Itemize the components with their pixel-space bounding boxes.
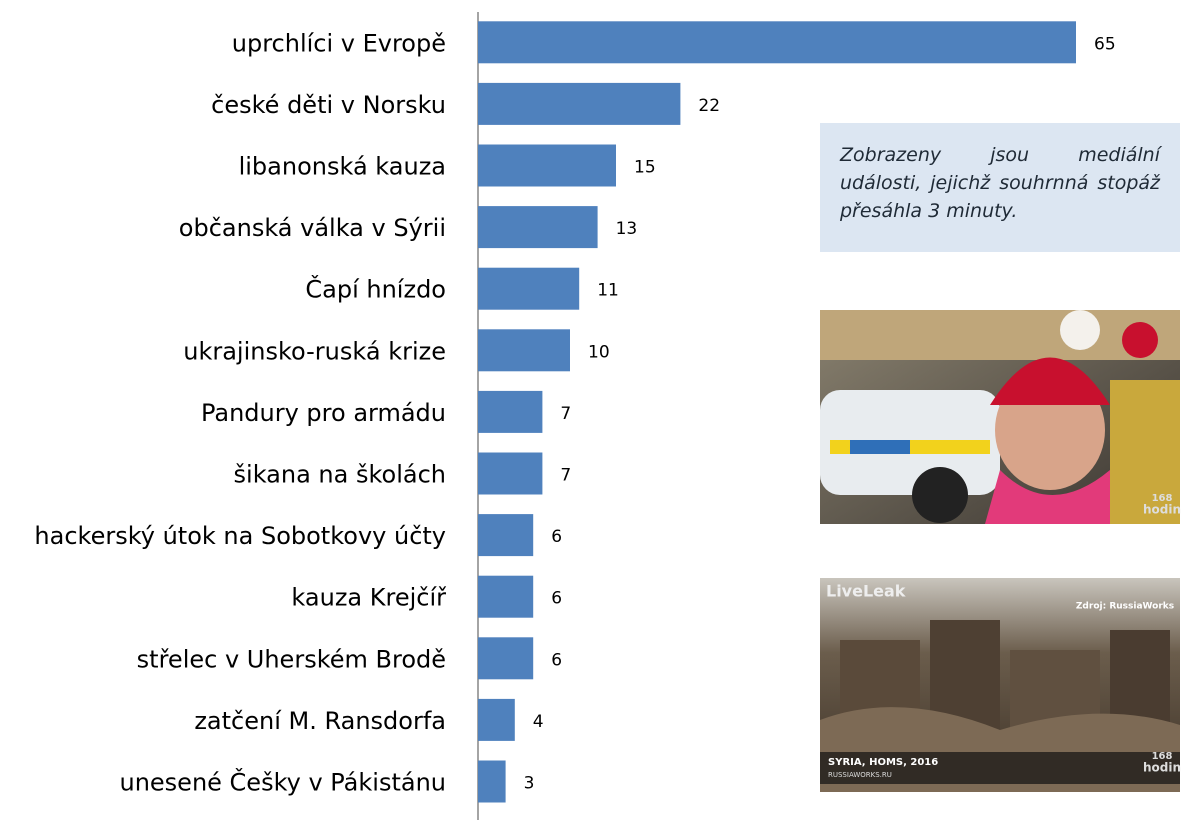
bar: [478, 760, 506, 803]
value-label: 15: [634, 158, 656, 178]
value-label: 6: [551, 527, 562, 547]
bar: [478, 21, 1076, 64]
category-label: Čapí hnízdo: [305, 274, 446, 304]
bar: [478, 144, 616, 187]
bar: [478, 82, 681, 125]
value-label: 6: [551, 589, 562, 609]
bar: [478, 329, 570, 372]
photo-text: 168: [1152, 751, 1173, 762]
bar: [478, 637, 534, 680]
value-label: 4: [533, 712, 544, 732]
photo-text: SYRIA, HOMS, 2016: [828, 757, 938, 768]
category-label: hackerský útok na Sobotkovy účty: [34, 522, 446, 550]
value-label: 7: [560, 466, 571, 486]
category-label: ukrajinsko-ruská krize: [183, 337, 446, 365]
photo-text: hodin: [1143, 761, 1181, 775]
photo-text: Zdroj: RussiaWorks: [1076, 602, 1174, 612]
category-label: Pandury pro armádu: [201, 399, 446, 427]
photo-text: hodin: [1143, 503, 1181, 517]
note: Zobrazeny jsou mediální události, jejich…: [820, 123, 1180, 252]
category-label: občanská válka v Sýrii: [179, 214, 446, 242]
value-label: 13: [616, 219, 638, 239]
bar: [478, 452, 543, 495]
category-label: střelec v Uherském Brodě: [137, 645, 446, 673]
bar: [478, 698, 515, 741]
category-label: české děti v Norsku: [211, 91, 446, 119]
bar: [478, 267, 580, 310]
value-label: 22: [698, 96, 720, 116]
value-label: 11: [597, 281, 619, 301]
category-label: zatčení M. Ransdorfa: [194, 707, 446, 735]
category-label: unesené Češky v Pákistánu: [119, 767, 446, 797]
bar: [478, 390, 543, 433]
bar: [478, 514, 534, 557]
photo-text: RUSSIAWORKS.RU: [828, 771, 892, 779]
category-label: kauza Krejčíř: [291, 584, 447, 612]
value-label: 6: [551, 650, 562, 670]
value-label: 10: [588, 342, 610, 362]
photo: LiveLeak Zdroj: RussiaWorks SYRIA, HOMS, 2…: [820, 578, 1181, 792]
category-label: libanonská kauza: [239, 153, 446, 181]
bar: [478, 206, 598, 249]
photo-text: 168: [1152, 493, 1173, 504]
value-label: 7: [560, 404, 571, 424]
photo-text: LiveLeak: [826, 582, 906, 601]
category-label: šikana na školách: [234, 461, 446, 489]
value-label: 3: [524, 774, 535, 794]
bar: [478, 575, 534, 618]
category-label: uprchlíci v Evropě: [232, 29, 446, 57]
value-label: 65: [1094, 34, 1116, 54]
